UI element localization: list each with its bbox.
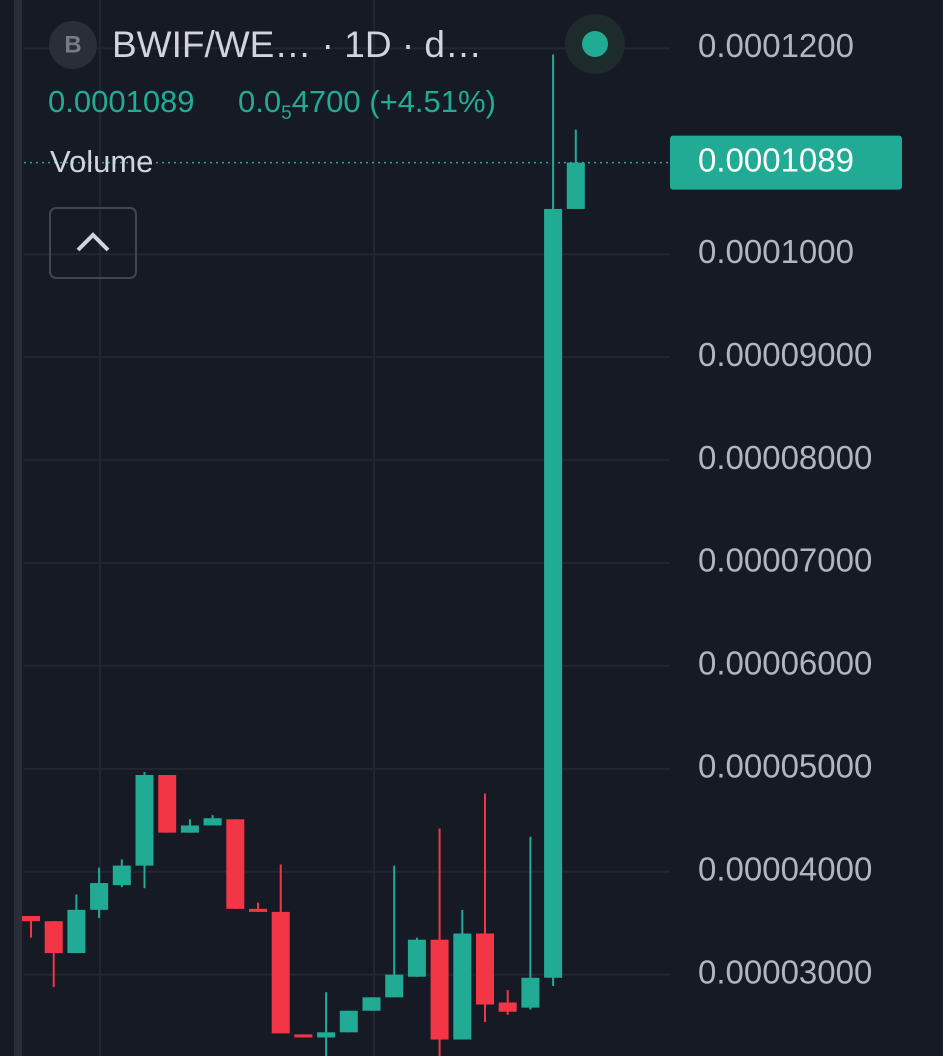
candle-body xyxy=(112,865,131,886)
candle-body xyxy=(203,818,222,826)
y-tick-label: 0.0001200 xyxy=(698,27,854,64)
y-tick-label: 0.00008000 xyxy=(698,439,872,476)
candle-body xyxy=(67,909,86,954)
chevron-up-icon xyxy=(76,232,110,252)
candle-body xyxy=(453,933,472,1040)
candle-body xyxy=(158,775,177,833)
y-tick-label: 0.00004000 xyxy=(698,850,872,887)
y-tick-label: 0.00007000 xyxy=(698,542,872,579)
change-rest: 4700 (+4.51%) xyxy=(292,84,496,119)
header: B BWIF/WE… · 1D · d… 0.0001089 0.054700 … xyxy=(48,14,625,279)
scroll-edge xyxy=(14,0,22,1056)
last-price-tag xyxy=(670,135,902,190)
candle-body xyxy=(521,977,540,1008)
collapse-button[interactable] xyxy=(49,207,137,279)
candle-body xyxy=(498,1002,517,1012)
grid xyxy=(24,47,670,976)
change-subscript: 5 xyxy=(281,103,292,124)
candle-body xyxy=(22,916,40,922)
candle-body xyxy=(271,911,290,1034)
candle-body xyxy=(476,933,494,1005)
symbol-title[interactable]: BWIF/WE… · 1D · d… xyxy=(112,24,482,65)
candle-body xyxy=(249,908,267,912)
candle-body xyxy=(362,997,381,1011)
candle-body xyxy=(90,883,109,910)
y-tick-label: 0.00006000 xyxy=(698,645,872,682)
y-tick-label: 0.00003000 xyxy=(698,953,872,990)
y-tick-label: 0.00009000 xyxy=(698,336,872,373)
candle-body xyxy=(407,939,426,977)
candle-body xyxy=(385,974,404,998)
status-dot[interactable] xyxy=(582,31,608,57)
candle-body xyxy=(135,775,154,866)
y-tick-label: 0.0001000 xyxy=(698,233,854,270)
candle-body xyxy=(317,1032,336,1038)
candle-body xyxy=(44,921,63,954)
price-change: 0.054700 (+4.51%) xyxy=(238,84,496,124)
symbol-icon-letter: B xyxy=(64,31,81,58)
last-price: 0.0001089 xyxy=(48,84,195,119)
candle-body xyxy=(226,819,245,909)
candle-body xyxy=(544,208,563,978)
candle-body xyxy=(339,1010,358,1033)
candles xyxy=(22,54,670,1056)
last-price-label: 0.0001089 xyxy=(698,141,854,178)
symbol-icon xyxy=(49,21,97,69)
candle-body xyxy=(430,939,449,1040)
candle-body xyxy=(180,825,199,833)
candle-body xyxy=(566,162,585,209)
volume-label: Volume xyxy=(50,144,153,179)
y-tick-label: 0.00005000 xyxy=(698,748,872,785)
candle-body xyxy=(294,1034,313,1038)
y-axis: 0.0001200 0.0001000 0.00009000 0.00008000 0.… xyxy=(670,27,902,990)
change-prefix: 0.0 xyxy=(238,84,281,119)
